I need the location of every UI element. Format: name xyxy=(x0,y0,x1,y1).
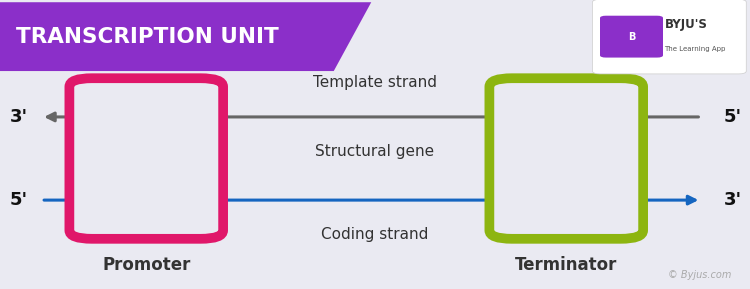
Text: The Learning App: The Learning App xyxy=(664,46,726,52)
Text: Template strand: Template strand xyxy=(313,75,437,90)
Text: Structural gene: Structural gene xyxy=(316,144,434,159)
FancyBboxPatch shape xyxy=(600,16,663,58)
FancyBboxPatch shape xyxy=(489,78,643,239)
Polygon shape xyxy=(0,2,371,71)
Text: 5': 5' xyxy=(724,108,742,126)
FancyBboxPatch shape xyxy=(592,0,746,74)
Text: Terminator: Terminator xyxy=(515,256,617,274)
Text: TRANSCRIPTION UNIT: TRANSCRIPTION UNIT xyxy=(16,27,279,47)
Text: Coding strand: Coding strand xyxy=(321,227,429,242)
Text: 5': 5' xyxy=(10,191,28,209)
Text: BYJU'S: BYJU'S xyxy=(664,18,707,31)
Text: © Byjus.com: © Byjus.com xyxy=(668,271,731,280)
Text: B: B xyxy=(628,32,635,42)
Text: Promoter: Promoter xyxy=(102,256,190,274)
FancyBboxPatch shape xyxy=(70,78,224,239)
Text: 3': 3' xyxy=(10,108,28,126)
Text: 3': 3' xyxy=(724,191,742,209)
